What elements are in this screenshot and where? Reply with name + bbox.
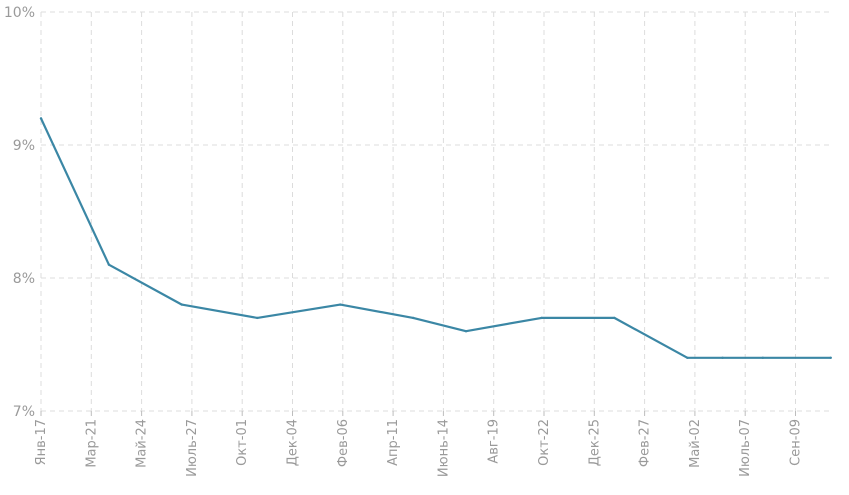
x-tick-label: Сен-09 <box>789 419 804 466</box>
series-line <box>39 117 832 359</box>
y-tick-label: 8% <box>13 271 35 287</box>
y-tick-label: 7% <box>13 404 35 420</box>
series-layer <box>39 117 832 359</box>
data-point <box>180 303 184 306</box>
x-tick-label: Июль-07 <box>738 419 753 477</box>
data-point <box>412 316 415 320</box>
x-tick-label: Дек-25 <box>587 419 602 466</box>
x-tick-label: Май-02 <box>688 419 703 468</box>
x-tick-label: Фев-06 <box>336 419 351 467</box>
data-point <box>686 356 689 359</box>
data-point <box>464 330 468 333</box>
data-point <box>721 356 724 359</box>
data-point <box>256 316 259 320</box>
x-tick-label: Окт-22 <box>537 419 552 466</box>
data-point <box>829 356 832 359</box>
x-tick-label: Июнь-14 <box>436 419 451 477</box>
x-tick-label: Фев-27 <box>638 419 653 467</box>
x-tick-label: Мар-21 <box>84 419 99 468</box>
data-point <box>339 303 342 306</box>
x-tick-label: Май-24 <box>135 419 150 468</box>
x-axis: Янв-17 Мар-21 Май-24 Июль-27 Окт-01 Дек-04 Фев… <box>34 411 804 477</box>
grid-layer <box>40 11 830 412</box>
x-tick-label: Июль-27 <box>185 419 200 477</box>
y-tick-label: 9% <box>13 138 35 154</box>
data-point <box>107 263 111 266</box>
data-point <box>540 316 543 320</box>
y-axis: 7% 8% 9% 10% <box>4 5 35 420</box>
data-point <box>613 316 616 320</box>
data-point <box>761 356 765 359</box>
x-tick-label: Янв-17 <box>34 419 49 465</box>
x-tick-label: Авг-19 <box>487 419 502 464</box>
y-tick-label: 10% <box>4 5 35 21</box>
x-tick-label: Апр-11 <box>386 419 401 466</box>
x-tick-label: Окт-01 <box>235 419 250 466</box>
data-point <box>39 117 43 120</box>
x-tick-label: Дек-04 <box>286 419 301 466</box>
